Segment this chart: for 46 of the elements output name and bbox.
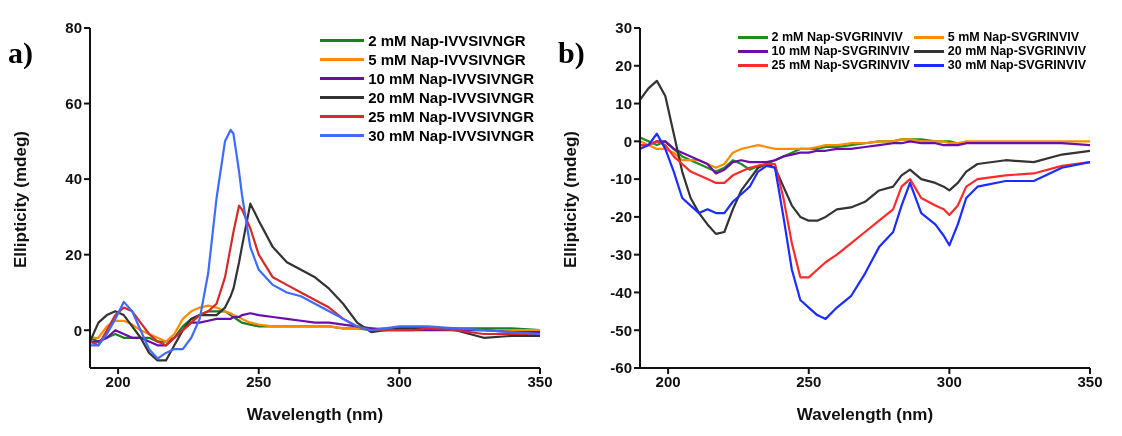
y-tick-label: -20 xyxy=(610,208,632,226)
legend-label: 20 mM Nap-SVGRINVIV xyxy=(947,44,1086,58)
legend-label: 10 mM Nap-IVVSIVNGR xyxy=(368,70,534,87)
y-tick-label: 30 xyxy=(615,19,632,37)
y-tick-label: -30 xyxy=(610,245,632,263)
y-tick-label: 60 xyxy=(65,94,82,112)
legend-label: 5 mM Nap-SVGRINVIV xyxy=(947,30,1080,44)
line-series xyxy=(640,132,1090,320)
y-tick-label: 40 xyxy=(65,170,82,188)
y-tick-label: -50 xyxy=(610,321,632,339)
legend-label: 10 mM Nap-SVGRINVIV xyxy=(771,44,910,58)
x-tick-label: 200 xyxy=(655,372,681,390)
line-series xyxy=(640,79,1090,235)
line-series xyxy=(90,128,540,360)
legend-label: 2 mM Nap-SVGRINVIV xyxy=(771,30,903,44)
line-series xyxy=(640,140,1090,279)
x-tick-label: 350 xyxy=(527,372,553,390)
x-axis-title: Wavelength (nm) xyxy=(246,405,384,424)
text: a) xyxy=(8,36,33,70)
y-tick-label: -40 xyxy=(610,283,632,301)
x-tick-label: 300 xyxy=(386,372,412,390)
y-tick-label: -10 xyxy=(610,170,632,188)
y-tick-label: 0 xyxy=(73,321,82,339)
y-tick-label: -60 xyxy=(610,359,632,377)
legend-label: 25 mM Nap-SVGRINVIV xyxy=(771,58,910,72)
y-tick-label: 0 xyxy=(623,132,632,150)
legend-label: 5 mM Nap-IVVSIVNGR xyxy=(368,51,526,68)
x-tick-label: 250 xyxy=(796,372,822,390)
x-tick-label: 300 xyxy=(936,372,962,390)
y-tick-label: 80 xyxy=(65,19,82,37)
legend-label: 30 mM Nap-SVGRINVIV xyxy=(947,58,1086,72)
x-axis-title: Wavelength (nm) xyxy=(796,405,934,424)
text: b) xyxy=(558,36,585,70)
legend-label: 25 mM Nap-IVVSIVNGR xyxy=(368,108,534,125)
x-tick-label: 200 xyxy=(105,372,131,390)
y-axis-title: Ellipticity (mdeg) xyxy=(561,131,581,268)
y-tick-label: 10 xyxy=(615,94,632,112)
line-series xyxy=(640,138,1090,169)
y-axis-title: Ellipticity (mdeg) xyxy=(11,131,31,268)
legend-label: 20 mM Nap-IVVSIVNGR xyxy=(368,89,534,106)
y-tick-label: 20 xyxy=(65,245,82,263)
x-tick-label: 350 xyxy=(1077,372,1103,390)
legend-label: 2 mM Nap-IVVSIVNGR xyxy=(368,32,526,49)
y-tick-label: 20 xyxy=(615,57,632,75)
legend-label: 30 mM Nap-IVVSIVNGR xyxy=(368,127,534,144)
x-tick-label: 250 xyxy=(246,372,272,390)
